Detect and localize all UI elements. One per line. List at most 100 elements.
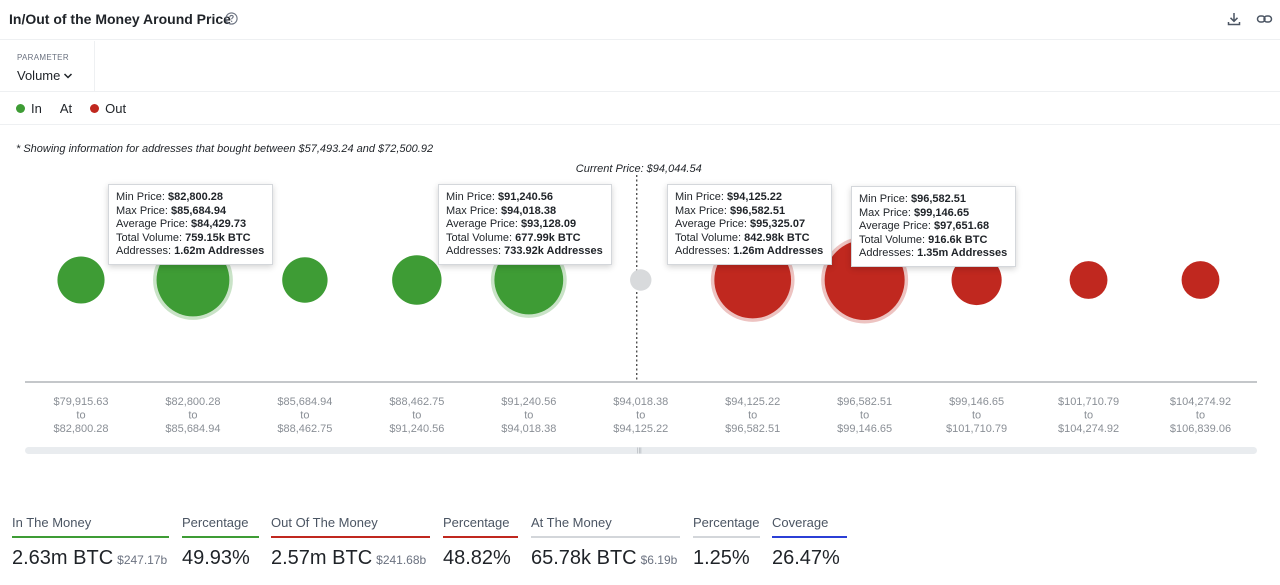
legend: In At Out: [16, 101, 144, 116]
bubble-in[interactable]: [282, 257, 328, 303]
tooltip-label: Average Price:: [116, 218, 192, 231]
stat-underline: [443, 536, 518, 538]
tooltip-label: Max Price:: [116, 204, 172, 217]
tick-label: $94,125.22: [725, 396, 780, 408]
stat-underline: [772, 536, 847, 538]
bucket-tooltip: Min Price: $94,125.22 Max Price: $96,582.…: [667, 184, 833, 265]
tick-label: $82,800.28: [165, 396, 220, 408]
bubble-at[interactable]: [630, 269, 652, 291]
widget-header: In/Out of the Money Around Price: [0, 0, 1280, 40]
legend-dot-in: [16, 104, 25, 113]
tooltip-value: $95,325.07: [750, 218, 806, 231]
tick-label: to: [860, 410, 869, 422]
tick-label: to: [300, 410, 309, 422]
horizontal-scrollbar[interactable]: |||: [25, 447, 1257, 454]
tooltip-label: Min Price:: [859, 193, 911, 205]
tooltip-row: Max Price: $99,146.65: [859, 207, 1007, 221]
parameter-select[interactable]: Volume: [17, 68, 73, 83]
tooltip-row: Total Volume: 842.98k BTC: [675, 232, 823, 246]
tick-label: $88,462.75: [389, 396, 444, 408]
stat-coverage: Coverage 26.47%: [772, 515, 847, 570]
tooltip-value: 759.15k BTC: [185, 231, 251, 244]
tick-label: to: [1196, 410, 1205, 422]
stat-value: 49.93%: [182, 547, 250, 569]
tooltip-value: $97,651.68: [934, 220, 990, 233]
stat-label: Percentage: [182, 515, 249, 530]
link-icon[interactable]: [1256, 11, 1273, 27]
tick-label: to: [524, 410, 533, 422]
bubble-in[interactable]: [392, 255, 442, 305]
tick-label: to: [412, 410, 421, 422]
current-price-label: Current Price: $94,044.54: [576, 163, 702, 175]
bubble-in[interactable]: [57, 256, 105, 304]
tick-label: to: [636, 410, 645, 422]
stat-value: 26.47%: [772, 547, 840, 569]
tooltip-label: Min Price:: [675, 191, 727, 203]
tooltip-value: 1.62m Addresses: [174, 245, 265, 258]
tooltip-label: Max Price:: [446, 204, 502, 217]
stat-usd-value: $6.19b: [640, 553, 678, 567]
tick-label: $94,125.22: [613, 423, 668, 435]
tooltip-value: $84,429.73: [191, 218, 247, 231]
tick-label: $104,274.92: [1170, 396, 1231, 408]
chevron-down-icon: [64, 72, 73, 79]
tooltip-value: $94,018.38: [501, 204, 557, 217]
stat-label: In The Money: [12, 515, 92, 530]
tooltip-value: 733.92k Addresses: [504, 245, 603, 258]
stat-out-percentage: Percentage 48.82%: [443, 515, 518, 570]
tooltip-label: Total Volume:: [859, 233, 929, 246]
parameter-box: PARAMETER Volume: [0, 41, 95, 91]
tooltip-value: $91,240.56: [497, 191, 554, 203]
bubble-out[interactable]: [1069, 261, 1108, 299]
bucket-tooltip: Min Price: $82,800.28 Max Price: $85,684.…: [108, 184, 274, 265]
tick-label: $104,274.92: [1058, 423, 1119, 435]
bubble-out[interactable]: [1181, 261, 1220, 299]
bucket-tooltip: Min Price: $91,240.56 Max Price: $94,018.…: [438, 184, 612, 265]
tick-label: $101,710.79: [946, 423, 1007, 435]
tooltip-value: $96,582.51: [910, 193, 967, 205]
legend-item-out[interactable]: Out: [90, 101, 126, 116]
tooltip-label: Total Volume:: [446, 231, 516, 244]
stat-underline: [271, 536, 430, 538]
tick-label: $88,462.75: [277, 423, 332, 435]
parameter-value: Volume: [17, 68, 61, 83]
tick-label: to: [748, 410, 757, 422]
scroll-grip-icon[interactable]: |||: [637, 448, 642, 454]
tooltip-row: Addresses: 1.26m Addresses: [675, 245, 823, 259]
tooltip-row: Addresses: 1.35m Addresses: [859, 247, 1007, 261]
stat-underline: [182, 536, 259, 538]
tick-label: $96,582.51: [837, 396, 892, 408]
stat-underline: [531, 536, 680, 538]
tooltip-row: Average Price: $84,429.73: [116, 218, 264, 232]
tooltip-value: $99,146.65: [914, 206, 970, 219]
stat-in-the-money: In The Money 2.63m BTC $247.17b: [12, 515, 169, 570]
tick-label: $99,146.65: [949, 396, 1004, 408]
tooltip-row: Average Price: $93,128.09: [446, 218, 603, 232]
legend-dot-out: [90, 104, 100, 113]
tooltip-row: Min Price: $94,125.22: [675, 191, 823, 205]
stat-out-of-the-money: Out Of The Money 2.57m BTC $241.68b: [271, 515, 430, 570]
stat-usd-value: $247.17b: [117, 553, 168, 567]
download-icon[interactable]: [1226, 11, 1242, 27]
tooltip-row: Average Price: $95,325.07: [675, 218, 823, 232]
tooltip-value: $85,684.94: [171, 204, 227, 217]
tooltip-label: Addresses:: [116, 245, 175, 258]
question-circle-icon[interactable]: [225, 12, 238, 25]
tick-label: $91,240.56: [501, 396, 556, 408]
tooltip-value: 1.26m Addresses: [733, 245, 824, 258]
range-note: * Showing information for addresses that…: [16, 143, 434, 155]
stat-at-percentage: Percentage 1.25%: [693, 515, 760, 570]
tick-label: to: [972, 410, 981, 422]
tooltip-label: Max Price:: [675, 204, 731, 217]
tooltip-row: Total Volume: 759.15k BTC: [116, 232, 264, 246]
legend-item-at[interactable]: At: [60, 101, 72, 116]
tick-label: $85,684.94: [165, 423, 220, 435]
tooltip-row: Addresses: 733.92k Addresses: [446, 245, 603, 259]
tooltip-value: $82,800.28: [167, 191, 224, 203]
tick-label: $96,582.51: [725, 423, 780, 435]
bubble-out[interactable]: [951, 254, 1002, 306]
legend-item-in[interactable]: In: [16, 101, 42, 116]
divider: [0, 91, 1280, 92]
stat-value: 48.82%: [443, 547, 511, 569]
stat-value: 1.25%: [693, 547, 750, 569]
